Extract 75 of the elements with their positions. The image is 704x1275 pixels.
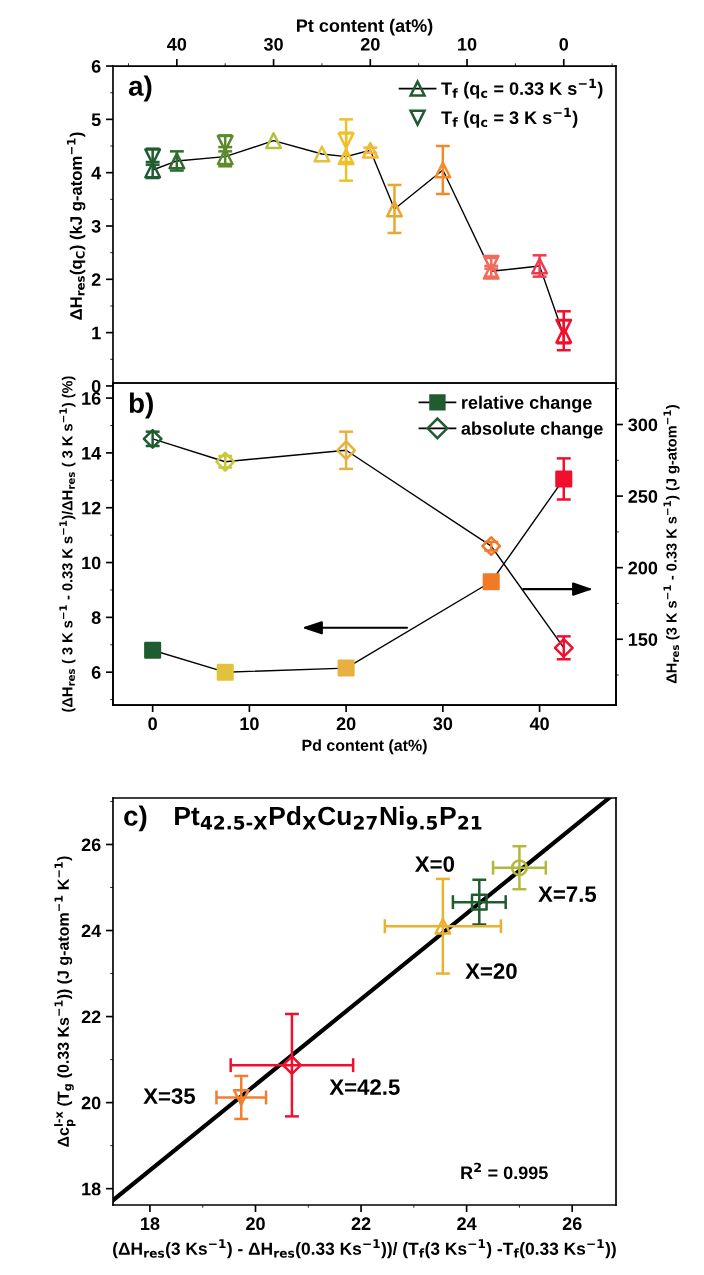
legend-label: T$_{f}$ (q$_{c}$ = 0.33 K s$^{−1}$) xyxy=(441,78,603,99)
annotation: a) xyxy=(128,75,152,102)
x-tick-label: 40 xyxy=(529,717,549,731)
x-tick-label: 30 xyxy=(263,37,283,51)
x-tick-label: 26 xyxy=(562,1217,582,1231)
y-tick-label: 22 xyxy=(81,1010,101,1024)
point xyxy=(434,917,452,935)
y-axis-title: ΔH$_{res}$(q$_{C}$) (kJ g-atom$^{−1}$) xyxy=(66,132,86,320)
x-tick-label: 40 xyxy=(167,37,187,51)
annotation: X=42.5 xyxy=(329,1079,400,1095)
annotation: R$^{2}$ = 0.995 xyxy=(461,1162,548,1180)
point xyxy=(481,536,502,557)
x-tick-label: 20 xyxy=(336,717,356,731)
point xyxy=(385,200,404,218)
y2-tick-label: 300 xyxy=(628,418,658,432)
y2-tick-label: 250 xyxy=(628,490,658,503)
y-tick-label: 0 xyxy=(91,379,101,393)
x-axis-title: Pd content (at%) xyxy=(302,739,427,755)
point xyxy=(434,161,452,179)
point xyxy=(336,440,357,461)
x-tick-label: 20 xyxy=(246,1217,265,1231)
x-tick-label: 30 xyxy=(433,717,453,731)
point xyxy=(555,470,573,488)
y-tick-label: 20 xyxy=(81,1096,101,1110)
x-tick-label: 10 xyxy=(240,717,259,731)
y-tick-label: 18 xyxy=(82,1182,101,1196)
y-tick-label: 2 xyxy=(91,273,101,286)
legend-label: absolute change xyxy=(461,421,603,439)
y-tick-label: 4 xyxy=(91,166,102,180)
y-tick-label: 10 xyxy=(82,556,101,570)
text: Δc$^{l-x}$$_{p}$ (T$_{g}$ (0.33 Ks$^{−1}$)) (J g-atom$^{−1}$ K$^{−1}$) xyxy=(54,856,76,1147)
y-tick-label: 26 xyxy=(81,838,101,852)
text: ΔH$_{res}$ (3 K s$^{−1}$ - 0.33 K s$^{−1}$) (J g-atom$^{−1}$) xyxy=(663,405,680,684)
annotation: X=7.5 xyxy=(538,886,597,903)
x-tick-label: 0 xyxy=(148,717,157,731)
annotation: b) xyxy=(129,392,153,419)
y-tick-label: 24 xyxy=(81,924,102,938)
point xyxy=(265,132,283,150)
y-tick-label: 1 xyxy=(92,326,101,340)
text: (ΔH$_{res}$(3 Ks$^{−1}$) - ΔH$_{res}$(0.33 Ks$^{−1}$))/ (T$_{f}$(3 Ks$^{−1}$) -T$_{f}$(0.33 Ks$^{−1}$)) xyxy=(113,1239,616,1259)
point xyxy=(232,1088,250,1106)
x-tick-label: 10 xyxy=(458,37,477,51)
y-tick-label: 3 xyxy=(91,219,101,233)
y-tick-label: 12 xyxy=(82,501,101,515)
x-tick-label: 18 xyxy=(141,1217,160,1231)
x-tick-label: 24 xyxy=(457,1217,477,1230)
point xyxy=(510,859,528,877)
y-tick-label: 14 xyxy=(82,447,102,460)
y-tick-label: 8 xyxy=(91,611,101,625)
annotation: X=35 xyxy=(143,1088,196,1104)
x-tick-label: 20 xyxy=(360,37,380,51)
point xyxy=(281,1055,302,1076)
annotation: X=20 xyxy=(465,963,517,979)
y-tick-label: 6 xyxy=(91,59,101,73)
point xyxy=(216,663,234,681)
point xyxy=(144,641,162,659)
point xyxy=(470,893,488,911)
y-tick-label: 16 xyxy=(82,392,101,405)
y-tick-label: 5 xyxy=(91,113,101,127)
legend-label: relative change xyxy=(462,395,592,413)
text: (ΔH$_{res}$ ( 3 K s$^{−1}$ - 0.33 K s$^{−1}$)/ΔH$_{res}$ ( 3 K s$^{−1}$) (%) xyxy=(59,376,76,712)
text: Pt$_{42.5-X}$Pd$_{X}$Cu$_{27}$Ni$_{9.5}$P$_{21}$ xyxy=(175,805,482,830)
annotation: X=0 xyxy=(414,856,455,872)
x-tick-label: 22 xyxy=(351,1217,371,1230)
point xyxy=(313,145,331,163)
point xyxy=(482,573,500,591)
legend-label: T$_{f}$ (q$_{c}$ = 3 K s$^{−1}$) xyxy=(441,107,578,128)
y-tick-label: 6 xyxy=(91,666,101,679)
y2-tick-label: 150 xyxy=(628,633,658,646)
x-tick-label: 0 xyxy=(559,37,569,51)
y2-tick-label: 200 xyxy=(628,561,658,575)
annotation: c) xyxy=(124,805,147,832)
point xyxy=(361,141,379,159)
x-axis-title: Pt content (at%) xyxy=(297,18,433,36)
point xyxy=(337,659,355,677)
